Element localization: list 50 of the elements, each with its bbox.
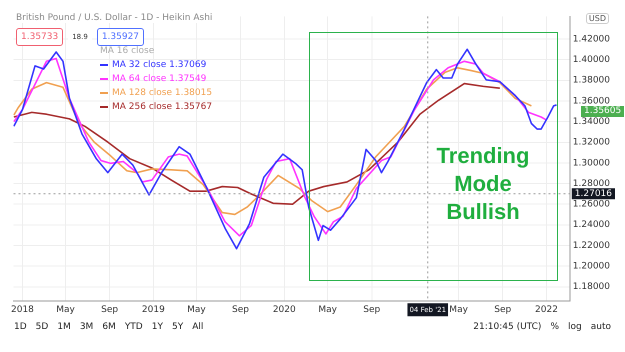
x-tick-label: 2019 bbox=[142, 304, 166, 315]
text: 21:10:45 (UTC) bbox=[473, 322, 542, 332]
x-tick-label: May bbox=[449, 304, 469, 315]
y-tick-label: 1.34000 bbox=[572, 116, 610, 127]
legend-label: MA 32 close 1.37069 bbox=[111, 59, 208, 72]
text: USD bbox=[586, 13, 609, 24]
legend-label: MA 64 close 1.37549 bbox=[111, 73, 208, 86]
y-tick-label: 1.26000 bbox=[572, 200, 610, 210]
x-tick-label: Sep bbox=[363, 304, 381, 315]
y-tick-label: 1.32000 bbox=[572, 138, 610, 148]
y-tick-label: 1.30000 bbox=[572, 158, 610, 168]
annotation: MA 16 close bbox=[100, 45, 156, 58]
x-tick-label: 2020 bbox=[272, 304, 296, 315]
text: 6M bbox=[102, 322, 116, 332]
legend-label: MA 128 close 1.38015 bbox=[111, 87, 212, 100]
text: 1M bbox=[57, 322, 71, 332]
text: auto bbox=[590, 322, 611, 332]
x-tick-label: May bbox=[56, 304, 76, 315]
y-tick-label: 1.28000 bbox=[572, 178, 610, 189]
y-tick-label: 1.42000 bbox=[572, 34, 610, 44]
x-tick-label: Sep bbox=[232, 304, 250, 315]
text: 5Y bbox=[172, 322, 184, 332]
text: 1D bbox=[14, 322, 27, 332]
ref-line-label: 1.27016 bbox=[574, 189, 612, 200]
y-tick-label: 1.22000 bbox=[572, 240, 610, 251]
text: YTD bbox=[124, 322, 143, 332]
legend-label: MA 256 close 1.35767 bbox=[111, 101, 212, 114]
y-tick-label: 1.38000 bbox=[572, 76, 610, 86]
x-tick-label: Sep bbox=[101, 304, 118, 315]
text: 3M bbox=[80, 322, 94, 332]
x-tick-label: May bbox=[318, 304, 338, 315]
text: All bbox=[192, 322, 204, 332]
y-tick-label: 1.40000 bbox=[572, 55, 610, 66]
x-tick-label: 2022 bbox=[535, 304, 558, 315]
annotation: 1.35927 bbox=[96, 28, 144, 46]
text: log bbox=[568, 322, 582, 332]
y-tick-label: 1.24000 bbox=[572, 220, 610, 230]
text: 5D bbox=[36, 322, 48, 332]
chart-title: British Pound / U.S. Dollar - 1D - Heikin Ashi bbox=[16, 13, 212, 23]
text: 1Y bbox=[152, 322, 163, 332]
y-tick-label: 1.20000 bbox=[572, 261, 610, 272]
y-tick-label: 1.36000 bbox=[572, 96, 610, 106]
annotation: 1.35733 bbox=[16, 28, 64, 46]
y-tick-label: 1.18000 bbox=[572, 282, 610, 292]
x-tick-label: Sep bbox=[494, 304, 512, 315]
annotation: Trending Mode Bullish bbox=[436, 142, 530, 226]
x-tick-label: May bbox=[187, 304, 206, 315]
text: % bbox=[550, 322, 559, 332]
x-tick-label: 2018 bbox=[11, 304, 34, 315]
text: 1.35605 bbox=[581, 106, 624, 117]
